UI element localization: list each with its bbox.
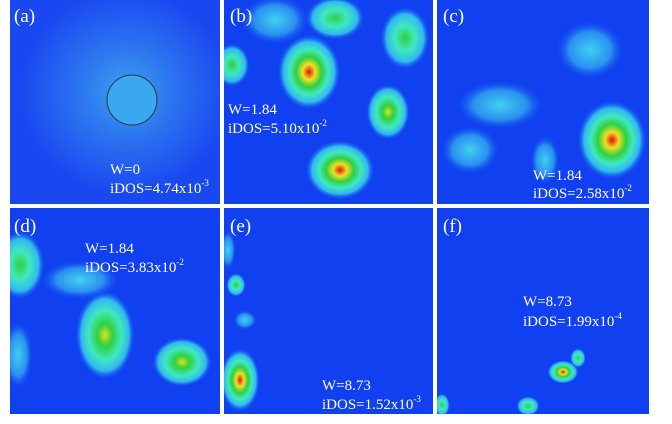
w-value: W=1.84: [228, 102, 277, 118]
panel-map: [224, 0, 433, 204]
idos-value: iDOS=1.52x10-3: [322, 394, 421, 413]
panel-d: (d) W=1.84 iDOS=3.83x10-2: [14, 216, 184, 276]
panel-map: [224, 208, 433, 414]
panel-label: (f): [443, 216, 462, 237]
panel-label: (b): [230, 6, 252, 27]
panel-c: (c) W=1.84 iDOS=2.58x10-2: [443, 6, 632, 202]
idos-value: iDOS=5.10x10-2: [228, 118, 327, 137]
panel-a: (a) W=0 iDOS=4.74x10-3: [14, 6, 209, 197]
panel-label: (d): [14, 216, 36, 237]
idos-value: iDOS=2.58x10-2: [533, 183, 632, 202]
idos-value: iDOS=3.83x10-2: [85, 257, 184, 276]
w-value: W=8.73: [322, 378, 371, 394]
w-value: W=8.73: [523, 294, 572, 310]
panel-e: (e) W=8.73 iDOS=1.52x10-3: [230, 216, 421, 413]
w-value: W=1.84: [533, 168, 582, 184]
panel-f: (f) W=8.73 iDOS=1.99x10-4: [443, 216, 622, 330]
panel-map: [437, 208, 649, 414]
idos-value: iDOS=4.74x10-3: [110, 178, 209, 197]
panel-label: (e): [230, 216, 251, 237]
idos-value: iDOS=1.99x10-4: [523, 311, 622, 330]
panel-map: [10, 0, 220, 204]
panel-map: [10, 208, 220, 414]
panel-b: (b) W=1.84 iDOS=5.10x10-2: [228, 6, 327, 137]
panel-label: (c): [443, 6, 464, 27]
panel-map: [437, 0, 649, 204]
panel-label: (a): [14, 6, 35, 27]
w-value: W=1.84: [85, 241, 134, 257]
w-value: W=0: [110, 162, 140, 178]
